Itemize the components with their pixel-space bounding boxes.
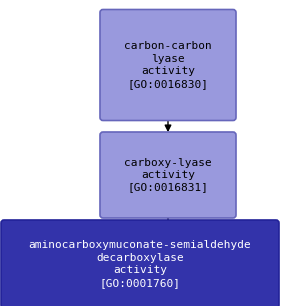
- Text: carboxy-lyase
activity
[GO:0016831]: carboxy-lyase activity [GO:0016831]: [124, 158, 212, 192]
- FancyBboxPatch shape: [1, 220, 279, 306]
- FancyBboxPatch shape: [100, 132, 236, 218]
- Text: carbon-carbon
lyase
activity
[GO:0016830]: carbon-carbon lyase activity [GO:0016830…: [124, 41, 212, 89]
- FancyBboxPatch shape: [100, 9, 236, 121]
- Text: aminocarboxymuconate-semialdehyde
decarboxylase
activity
[GO:0001760]: aminocarboxymuconate-semialdehyde decarb…: [29, 241, 251, 288]
